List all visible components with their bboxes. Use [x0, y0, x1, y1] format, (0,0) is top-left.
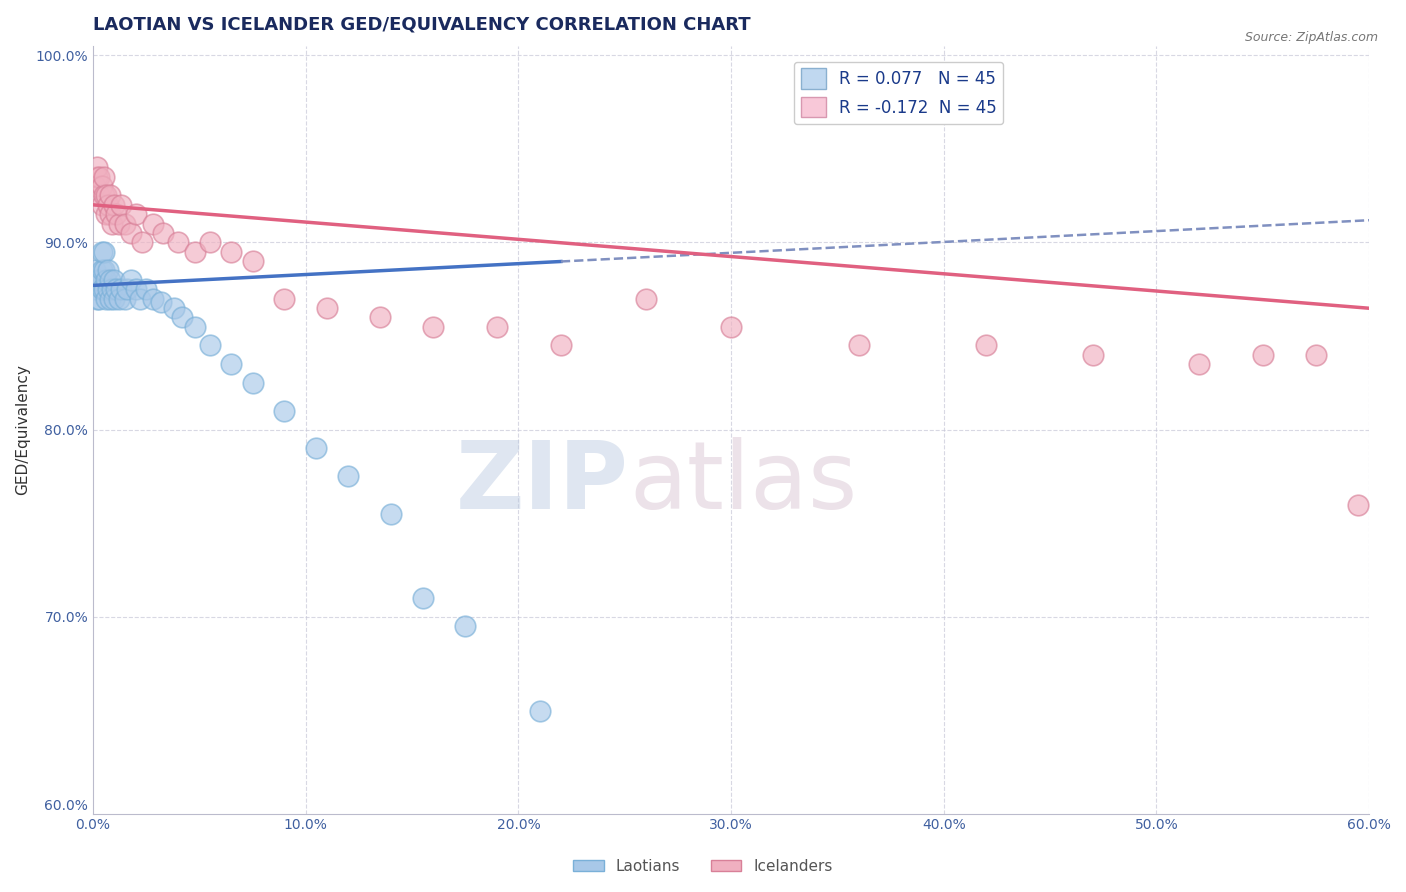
Point — [110, 198, 132, 212]
Point — [105, 207, 128, 221]
Point — [412, 591, 434, 606]
Point — [84, 282, 107, 296]
Point — [184, 319, 207, 334]
Point — [97, 263, 120, 277]
Point — [422, 319, 444, 334]
Point — [103, 198, 125, 212]
Point — [93, 169, 115, 184]
Point — [114, 217, 136, 231]
Point — [163, 301, 186, 315]
Point — [454, 619, 477, 633]
Point — [242, 254, 264, 268]
Point — [198, 338, 221, 352]
Point — [89, 292, 111, 306]
Point — [486, 319, 509, 334]
Y-axis label: GED/Equivalency: GED/Equivalency — [15, 364, 30, 495]
Point — [150, 295, 173, 310]
Point — [167, 235, 190, 250]
Point — [107, 292, 129, 306]
Point — [1251, 348, 1274, 362]
Point — [86, 292, 108, 306]
Point — [89, 188, 111, 202]
Point — [105, 282, 128, 296]
Point — [242, 376, 264, 390]
Point — [101, 217, 124, 231]
Point — [115, 282, 138, 296]
Legend: R = 0.077   N = 45, R = -0.172  N = 45: R = 0.077 N = 45, R = -0.172 N = 45 — [794, 62, 1004, 124]
Point — [93, 188, 115, 202]
Text: ZIP: ZIP — [456, 437, 628, 529]
Point — [94, 207, 117, 221]
Point — [120, 226, 142, 240]
Text: atlas: atlas — [628, 437, 858, 529]
Point — [380, 507, 402, 521]
Point — [273, 404, 295, 418]
Point — [94, 188, 117, 202]
Point — [219, 244, 242, 259]
Point — [110, 282, 132, 296]
Point — [94, 273, 117, 287]
Point — [128, 292, 150, 306]
Point — [124, 282, 146, 296]
Point — [219, 357, 242, 371]
Point — [86, 273, 108, 287]
Point — [94, 292, 117, 306]
Point — [273, 292, 295, 306]
Point — [152, 226, 174, 240]
Text: LAOTIAN VS ICELANDER GED/EQUIVALENCY CORRELATION CHART: LAOTIAN VS ICELANDER GED/EQUIVALENCY COR… — [93, 15, 751, 33]
Point — [1188, 357, 1211, 371]
Point — [172, 310, 194, 325]
Point — [93, 282, 115, 296]
Point — [90, 179, 112, 194]
Point — [107, 217, 129, 231]
Point — [97, 198, 120, 212]
Point — [114, 292, 136, 306]
Point — [142, 217, 165, 231]
Point — [720, 319, 742, 334]
Point — [98, 273, 121, 287]
Point — [198, 235, 221, 250]
Point — [1347, 498, 1369, 512]
Point — [135, 282, 157, 296]
Point — [974, 338, 997, 352]
Point — [634, 292, 657, 306]
Point — [124, 207, 146, 221]
Point — [84, 263, 107, 277]
Point — [98, 292, 121, 306]
Point — [529, 704, 551, 718]
Point — [89, 169, 111, 184]
Point — [90, 198, 112, 212]
Point — [337, 469, 360, 483]
Point — [90, 263, 112, 277]
Point — [120, 273, 142, 287]
Point — [90, 244, 112, 259]
Point — [848, 338, 870, 352]
Point — [98, 188, 121, 202]
Point — [93, 244, 115, 259]
Point — [86, 161, 108, 175]
Point — [103, 273, 125, 287]
Point — [184, 244, 207, 259]
Point — [101, 282, 124, 296]
Point — [86, 169, 108, 184]
Point — [305, 442, 328, 456]
Legend: Laotians, Icelanders: Laotians, Icelanders — [567, 853, 839, 880]
Point — [103, 292, 125, 306]
Point — [550, 338, 572, 352]
Point — [98, 207, 121, 221]
Text: Source: ZipAtlas.com: Source: ZipAtlas.com — [1244, 31, 1378, 45]
Point — [84, 179, 107, 194]
Point — [89, 273, 111, 287]
Point — [93, 263, 115, 277]
Point — [97, 282, 120, 296]
Point — [90, 282, 112, 296]
Point — [316, 301, 339, 315]
Point — [142, 292, 165, 306]
Point — [368, 310, 391, 325]
Point — [131, 235, 153, 250]
Point — [1081, 348, 1104, 362]
Point — [1305, 348, 1327, 362]
